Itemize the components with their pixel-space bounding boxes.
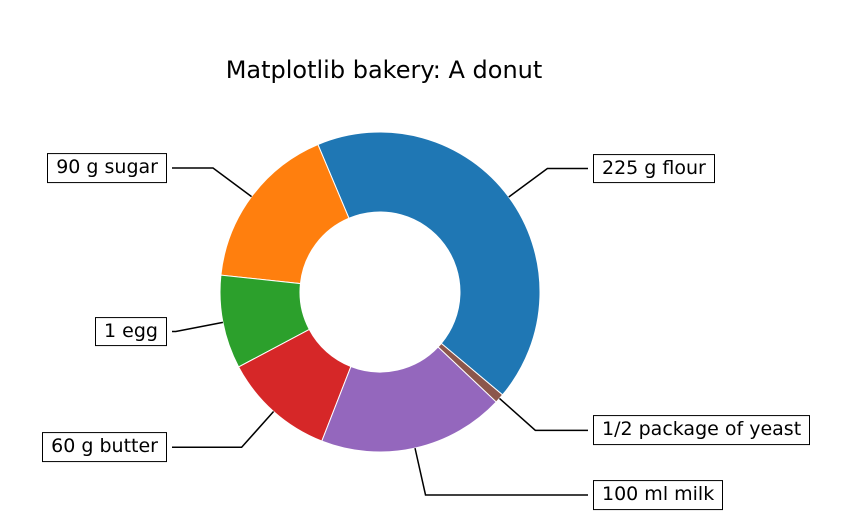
annotation-label-60-g-butter: 60 g butter [42,432,167,463]
annotation-line-90-g-sugar [172,167,253,198]
annotation-line-1-egg [172,321,224,333]
pie-wedge-225-g-flour [317,131,541,396]
annotation-label-1-2-package-of-yeast: 1/2 package of yeast [593,415,811,446]
pie-wedge-1-2-package-of-yeast [437,342,504,403]
annotation-label-100-ml-milk: 100 ml milk [593,480,724,510]
chart-title: Matplotlib bakery: A donut [225,56,543,84]
annotation-line-225-g-flour [508,167,588,198]
annotation-label-225-g-flour: 225 g flour [593,153,715,184]
pie-wedge-100-ml-milk [321,346,497,453]
annotation-line-100-ml-milk [414,447,588,496]
annotation-line-1-2-package-of-yeast [498,397,588,432]
annotation-label-1-egg: 1 egg [95,316,167,347]
pie-wedge-90-g-sugar [220,143,350,285]
annotation-line-60-g-butter [172,410,275,449]
annotation-label-90-g-sugar: 90 g sugar [47,153,167,183]
